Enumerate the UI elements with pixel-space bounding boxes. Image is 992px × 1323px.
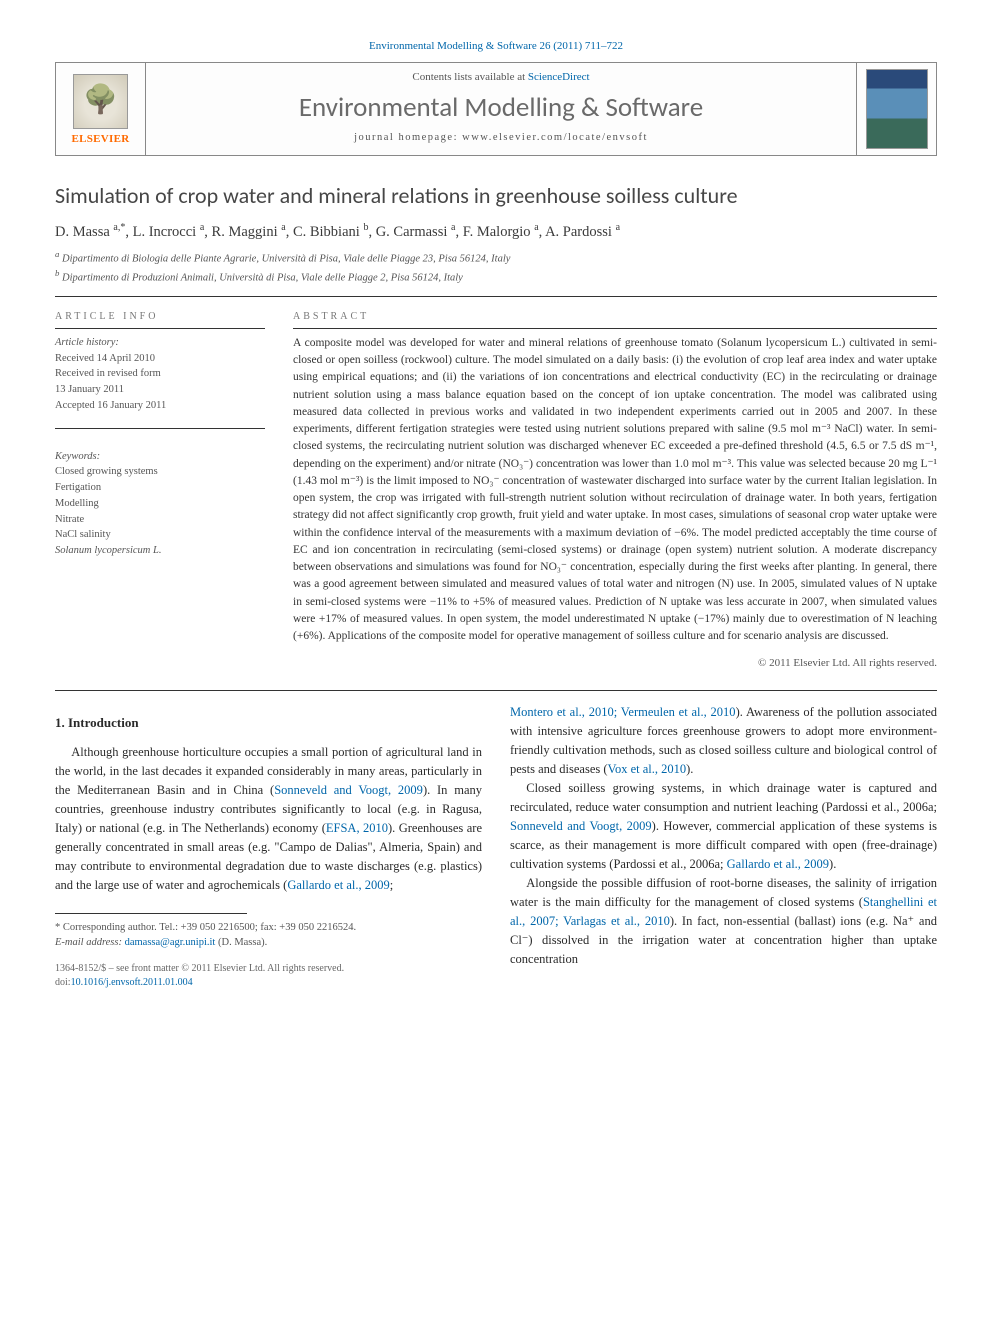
contents-prefix: Contents lists available at	[412, 71, 527, 83]
email-label: E-mail address:	[55, 937, 122, 948]
intro-para-2: Montero et al., 2010; Vermeulen et al., …	[510, 703, 937, 779]
footnotes: * Corresponding author. Tel.: +39 050 22…	[55, 920, 482, 950]
citation-link[interactable]: EFSA, 2010	[326, 821, 388, 835]
journal-cover-thumb	[856, 63, 936, 155]
rule-info-top	[55, 328, 265, 329]
rule-below-affil	[55, 296, 937, 297]
doi-prefix: doi:	[55, 977, 71, 988]
cover-image	[866, 69, 928, 149]
authors-line: D. Massa a,*, L. Incrocci a, R. Maggini …	[55, 222, 937, 241]
affiliations: a Dipartimento di Biologia delle Piante …	[55, 248, 937, 285]
journal-homepage-line: journal homepage: www.elsevier.com/locat…	[156, 132, 846, 143]
keywords-title: Keywords:	[55, 449, 265, 465]
article-title: Simulation of crop water and mineral rel…	[55, 182, 937, 210]
email-suffix: (D. Massa).	[218, 937, 267, 948]
info-abstract-row: ARTICLE INFO Article history: Received 1…	[55, 309, 937, 672]
citation-link[interactable]: Gallardo et al., 2009	[287, 878, 389, 892]
corresponding-author: * Corresponding author. Tel.: +39 050 22…	[55, 920, 482, 935]
article-info-label: ARTICLE INFO	[55, 309, 265, 324]
publisher-logo: ELSEVIER	[56, 63, 146, 155]
email-line: E-mail address: damassa@agr.unipi.it (D.…	[55, 935, 482, 950]
footnote-rule	[55, 913, 247, 914]
abstract-label: ABSTRACT	[293, 309, 937, 324]
rule-below-abstract	[55, 690, 937, 691]
intro-para-1: Although greenhouse horticulture occupie…	[55, 743, 482, 895]
page: Environmental Modelling & Software 26 (2…	[0, 0, 992, 1020]
citation-link[interactable]: Sonneveld and Voogt, 2009	[274, 783, 423, 797]
intro-para-4: Alongside the possible diffusion of root…	[510, 874, 937, 969]
journal-header-box: ELSEVIER Contents lists available at Sci…	[55, 62, 937, 156]
abstract-copyright: © 2011 Elsevier Ltd. All rights reserved…	[293, 655, 937, 672]
publisher-brand: ELSEVIER	[71, 133, 129, 145]
contents-available-line: Contents lists available at ScienceDirec…	[156, 71, 846, 83]
sciencedirect-link[interactable]: ScienceDirect	[528, 71, 590, 83]
abstract-column: ABSTRACT A composite model was developed…	[293, 309, 937, 672]
citation-link[interactable]: Sonneveld and Voogt, 2009	[510, 819, 652, 833]
history-title: Article history:	[55, 335, 265, 351]
citation-link[interactable]: Vox et al., 2010	[608, 762, 687, 776]
footer-meta: 1364-8152/$ – see front matter © 2011 El…	[55, 962, 482, 990]
body-two-columns: 1. Introduction Although greenhouse hort…	[55, 703, 937, 990]
doi-line: doi:10.1016/j.envsoft.2011.01.004	[55, 976, 482, 990]
citation-link[interactable]: Stanghellini et al., 2007; Varlagas et a…	[510, 895, 937, 928]
abstract-text: A composite model was developed for wate…	[293, 335, 937, 646]
doi-link[interactable]: 10.1016/j.envsoft.2011.01.004	[71, 977, 193, 988]
author-email-link[interactable]: damassa@agr.unipi.it	[125, 937, 216, 948]
keywords-list: Closed growing systemsFertigationModelli…	[55, 464, 265, 559]
article-info-column: ARTICLE INFO Article history: Received 1…	[55, 309, 265, 672]
citation-link[interactable]: Gallardo et al., 2009	[727, 857, 829, 871]
journal-name: Environmental Modelling & Software	[156, 91, 846, 124]
header-center: Contents lists available at ScienceDirec…	[146, 63, 856, 155]
history-lines: Received 14 April 2010Received in revise…	[55, 351, 265, 414]
citation-link[interactable]: Montero et al., 2010; Vermeulen et al., …	[510, 705, 736, 719]
rule-info-mid	[55, 428, 265, 429]
journal-reference-link[interactable]: Environmental Modelling & Software 26 (2…	[55, 40, 937, 52]
issn-line: 1364-8152/$ – see front matter © 2011 El…	[55, 962, 482, 976]
rule-abstract-top	[293, 328, 937, 329]
section-heading-intro: 1. Introduction	[55, 713, 482, 733]
intro-para-3: Closed soilless growing systems, in whic…	[510, 779, 937, 874]
elsevier-tree-icon	[73, 74, 128, 129]
